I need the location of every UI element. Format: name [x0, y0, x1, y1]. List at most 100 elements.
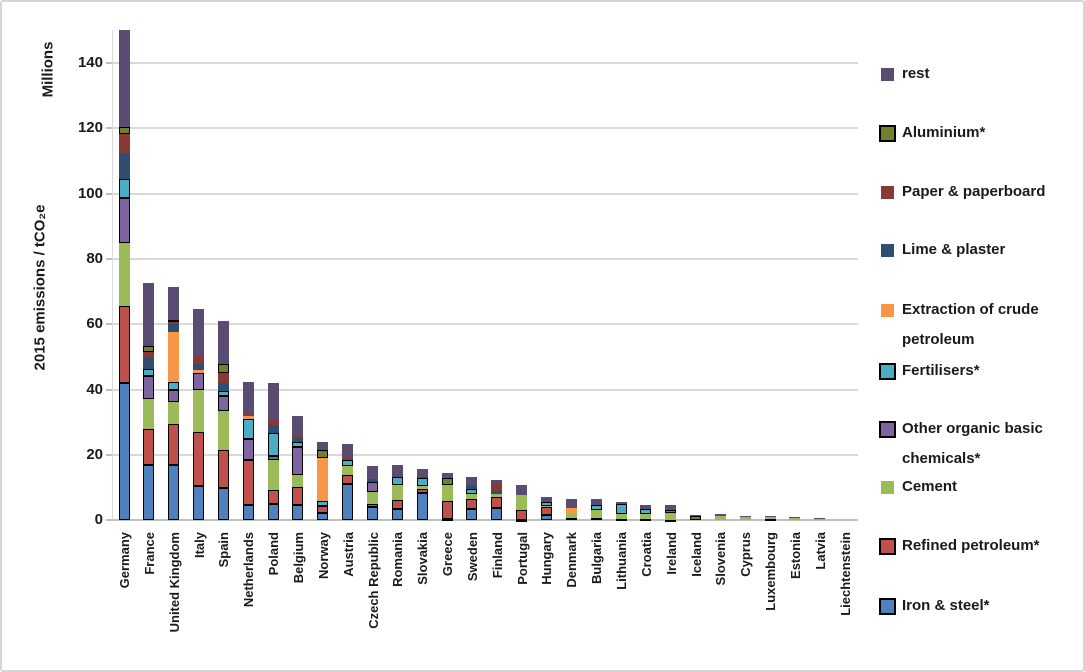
bar-segment-refined-petroleum-ireland: [665, 519, 677, 522]
bar-segment-other-organic-basic-chemicals-netherlands: [242, 438, 254, 461]
bar-segment-rest-norway: [317, 441, 329, 451]
bar-segment-aluminium-ireland: [665, 510, 677, 514]
bar-segment-paper-paperboard-france: [143, 351, 155, 359]
bar-segment-paper-paperboard-belgium: [292, 435, 304, 438]
bar-segment-rest-greece: [441, 472, 453, 478]
y-axis-tick-label: 0: [94, 511, 103, 529]
bar-segment-rest-portugal: [516, 485, 528, 495]
x-axis-label-lithuania: Lithuania: [614, 532, 629, 590]
bar-segment-fertilisers-slovakia: [416, 478, 428, 486]
x-axis-label-estonia: Estonia: [787, 532, 803, 579]
y-axis-tick-label: 120: [77, 119, 103, 137]
bar-segment-cement-cyprus: [739, 516, 751, 521]
x-axis-label-portugal: Portugal: [514, 532, 530, 585]
bar-segment-aluminium-iceland: [690, 516, 702, 521]
bar-segment-iron-steel-france: [143, 464, 155, 521]
legend-swatch-paper-paperboard: [881, 185, 894, 199]
bar-segment-lime-plaster-czech-republic: [367, 479, 378, 483]
bar-segment-lime-plaster-sweden: [466, 485, 478, 490]
bar-segment-fertilisers-germany: [118, 179, 130, 198]
legend-swatch-iron-steel: [879, 597, 896, 615]
bar-segment-refined-petroleum-greece: [441, 501, 453, 520]
bar-segment-refined-petroleum-poland: [267, 490, 279, 504]
y-axis-tick-label: 100: [77, 184, 103, 202]
bar-segment-cement-slovenia: [714, 516, 726, 521]
bar-segment-fertilisers-poland: [267, 433, 279, 457]
bar-segment-fertilisers-croatia: [640, 508, 652, 514]
bar-segment-cement-croatia: [640, 513, 652, 519]
gridline: [112, 257, 858, 260]
bar-segment-fertilisers-united-kingdom: [168, 381, 180, 391]
bar-segment-other-organic-basic-chemicals-czech-republic: [367, 482, 378, 493]
bar-segment-rest-denmark: [565, 498, 577, 508]
bar-segment-cement-france: [143, 398, 155, 429]
bar-segment-refined-petroleum-belgium: [292, 486, 304, 506]
y-axis-line: [112, 30, 113, 521]
x-axis-label-sweden: Sweden: [464, 532, 480, 582]
x-axis-label-germany: Germany: [117, 532, 132, 589]
bar-segment-aluminium-greece: [441, 477, 453, 485]
legend-label-lime-plaster: Lime & plaster: [902, 241, 1006, 258]
legend-label-iron-steel: Iron & steel*: [902, 597, 990, 614]
x-axis-label-greece: Greece: [440, 532, 456, 577]
x-axis-label-spain: Spain: [216, 532, 232, 568]
bar-segment-paper-paperboard-netherlands: [242, 414, 254, 417]
y-axis-title: 2015 emissions / tCO₂e: [31, 204, 49, 371]
x-axis-label-poland: Poland: [266, 532, 282, 576]
x-axis-label-croatia: Croatia: [638, 532, 654, 577]
bar-segment-lime-plaster-latvia: [814, 518, 826, 520]
bar-segment-rest-croatia: [640, 504, 652, 509]
bar-segment-rest-ireland: [665, 505, 677, 511]
x-axis-label-finland: Finland: [489, 532, 505, 579]
bar-segment-rest-slovenia: [714, 513, 726, 517]
bar-segment-refined-petroleum-czech-republic: [367, 503, 378, 508]
x-axis-label-netherlands: Netherlands: [241, 532, 257, 608]
legend-label-fertilisers: Fertilisers*: [902, 362, 980, 379]
y-axis-tick-mark: [106, 257, 112, 260]
bar-segment-cement-denmark: [565, 513, 577, 518]
bar-segment-other-organic-basic-chemicals-italy: [193, 373, 205, 390]
bar-segment-iron-steel-greece: [441, 519, 453, 522]
bar-segment-cement-finland: [491, 493, 503, 498]
bar-segment-iron-steel-portugal: [516, 519, 528, 522]
bar-segment-fertilisers-belgium: [292, 441, 304, 447]
y-axis-tick-mark: [106, 127, 112, 130]
bar-segment-other-organic-basic-chemicals-united-kingdom: [168, 390, 180, 403]
y-axis-tick-label: 80: [86, 249, 103, 267]
bar-segment-cement-poland: [267, 460, 279, 491]
bar-segment-paper-paperboard-austria: [342, 457, 354, 460]
bar-segment-iron-steel-netherlands: [242, 504, 254, 521]
bar-segment-cement-germany: [118, 242, 130, 307]
bar-segment-rest-iceland: [690, 515, 702, 517]
bar-segment-refined-petroleum-denmark: [565, 517, 577, 521]
bar-segment-refined-petroleum-france: [143, 428, 155, 465]
bar-segment-extraction-of-crude-petroleum-italy: [193, 370, 205, 374]
bar-segment-refined-petroleum-austria: [342, 474, 354, 485]
x-axis-label-iceland: Iceland: [688, 532, 704, 577]
bar-segment-cement-latvia: [814, 519, 826, 521]
bar-segment-lime-plaster-united-kingdom: [168, 323, 180, 332]
x-axis-label-slovenia: Slovenia: [713, 532, 729, 586]
bar-segment-iron-steel-poland: [267, 503, 279, 521]
gridline: [112, 388, 858, 391]
bar-segment-rest-france: [143, 283, 155, 346]
gridline: [112, 61, 858, 64]
x-axis-label-france: France: [141, 532, 157, 575]
bar-segment-iron-steel-united-kingdom: [168, 464, 180, 521]
x-axis-label-norway: Norway: [315, 532, 331, 579]
bar-segment-paper-paperboard-finland: [491, 482, 503, 491]
bar-segment-rest-poland: [267, 382, 279, 420]
x-axis-label-ireland: Ireland: [663, 532, 679, 575]
bar-segment-refined-petroleum-netherlands: [242, 460, 254, 505]
y-axis-tick-mark: [106, 388, 112, 391]
bar-segment-iron-steel-norway: [317, 513, 329, 521]
bar-segment-lime-plaster-spain: [217, 383, 229, 391]
bar-segment-aluminium-spain: [217, 364, 229, 374]
x-axis-label-bulgaria: Bulgaria: [589, 532, 605, 585]
x-axis-label-hungary: Hungary: [539, 532, 555, 585]
x-axis-label-czech-republic: Czech Republic: [365, 532, 381, 629]
legend-label-refined-petroleum: Refined petroleum*: [902, 537, 1040, 554]
bar-segment-rest-austria: [342, 443, 354, 458]
bar-segment-paper-paperboard-germany: [118, 134, 130, 154]
